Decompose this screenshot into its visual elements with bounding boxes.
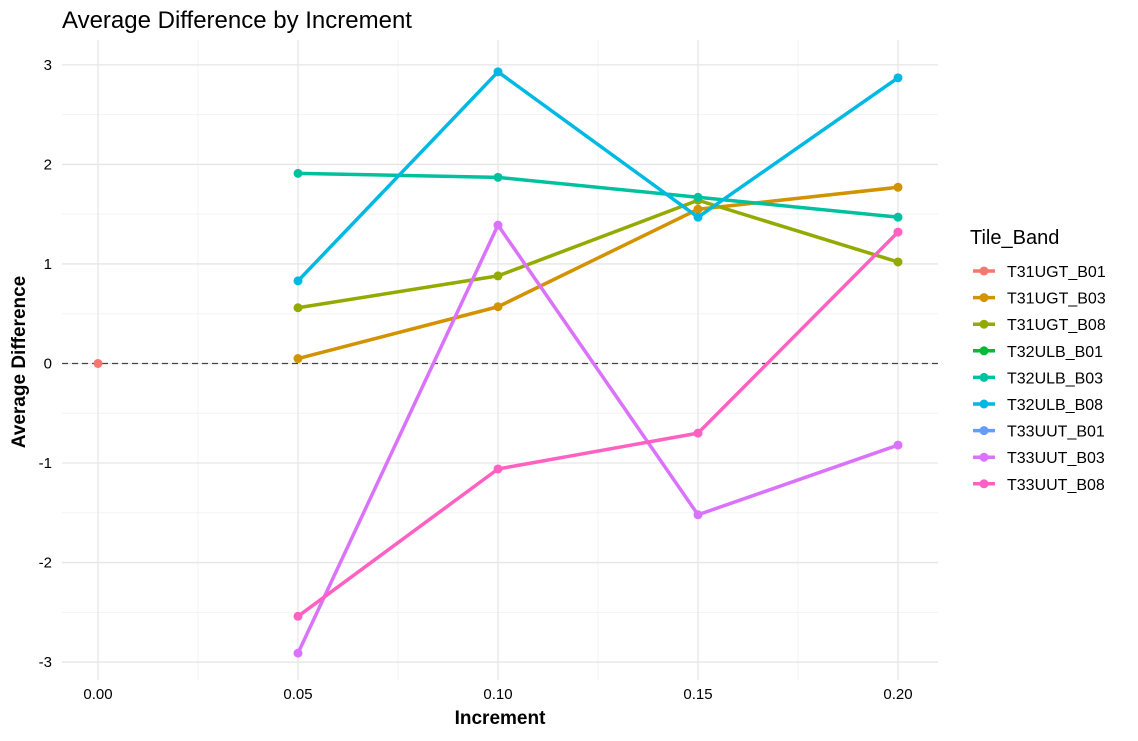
data-point <box>893 182 903 192</box>
legend-key-point <box>979 266 989 276</box>
series-line <box>296 70 900 283</box>
series-t31ugt_b03 <box>293 182 903 364</box>
legend-item-t31ugt_b03: T31UGT_B03 <box>973 291 1106 308</box>
data-point <box>293 303 303 313</box>
x-tick-label: 0.15 <box>683 686 712 703</box>
data-point <box>693 428 703 438</box>
data-point <box>293 354 303 364</box>
legend-item-t32ulb_b01: T32ULB_B01 <box>973 344 1103 361</box>
x-tick-label: 0.20 <box>883 686 912 703</box>
legend: Tile_Band T31UGT_B01 T31UGT_B03 T31UGT_B08… <box>970 227 1106 494</box>
data-point <box>893 440 903 450</box>
legend-label: T31UGT_B03 <box>1007 291 1106 308</box>
x-axis-title: Increment <box>455 708 546 729</box>
data-point <box>493 271 503 281</box>
data-point <box>493 302 503 312</box>
legend-label: T32ULB_B08 <box>1007 397 1103 414</box>
data-point <box>693 204 703 214</box>
data-point <box>93 358 103 368</box>
data-point <box>693 192 703 202</box>
data-point <box>893 227 903 237</box>
series-line <box>296 223 899 654</box>
data-point <box>293 168 303 178</box>
series-t31ugt_b01 <box>93 358 103 368</box>
data-point <box>293 648 303 658</box>
data-point <box>293 611 303 621</box>
legend-label: T31UGT_B01 <box>1007 264 1106 281</box>
data-point <box>893 212 903 222</box>
y-tick-label: 3 <box>44 57 52 74</box>
series-line <box>297 185 899 361</box>
data-point <box>693 510 703 520</box>
x-tick-label: 0.00 <box>83 686 112 703</box>
legend-label: T31UGT_B08 <box>1007 317 1106 334</box>
legend-label: T33UUT_B03 <box>1007 450 1105 467</box>
axis-ticks: 0.00 0.05 0.10 0.15 0.20 -3 -2 -1 0 1 2 3 <box>39 57 913 703</box>
data-point <box>893 73 903 83</box>
data-point <box>493 67 503 77</box>
series-line <box>296 230 900 618</box>
legend-item-t32ulb_b03: T32ULB_B03 <box>973 370 1103 387</box>
legend-key-point <box>979 452 989 462</box>
x-tick-label: 0.05 <box>283 686 312 703</box>
data-point <box>493 220 503 230</box>
series-t32ulb_b08 <box>293 67 903 286</box>
chart-title: Average Difference by Increment <box>62 7 412 34</box>
legend-label: T32ULB_B01 <box>1007 344 1103 361</box>
legend-key-point <box>979 319 989 329</box>
y-tick-label: 1 <box>44 256 52 273</box>
legend-item-t31ugt_b08: T31UGT_B08 <box>973 317 1106 334</box>
series-t33uut_b03 <box>293 220 903 658</box>
legend-title: Tile_Band <box>970 227 1059 249</box>
legend-item-t31ugt_b01: T31UGT_B01 <box>973 264 1106 281</box>
y-axis-title: Average Difference <box>9 276 30 448</box>
x-tick-label: 0.10 <box>483 686 512 703</box>
series-t33uut_b08 <box>293 227 903 621</box>
legend-item-t33uut_b08: T33UUT_B08 <box>973 477 1105 494</box>
y-tick-label: -1 <box>39 455 52 472</box>
y-tick-label: -2 <box>39 555 52 572</box>
data-point <box>893 257 903 267</box>
y-tick-label: 0 <box>44 355 52 372</box>
legend-key-point <box>979 479 989 489</box>
series-line <box>297 198 899 310</box>
grid <box>62 40 938 680</box>
legend-key-point <box>979 399 989 409</box>
data-point <box>693 212 703 222</box>
y-tick-label: -3 <box>39 654 52 671</box>
data-point <box>293 276 303 286</box>
data-point <box>493 172 503 182</box>
series-group <box>93 67 903 658</box>
legend-label: T33UUT_B01 <box>1007 424 1105 441</box>
legend-label: T33UUT_B08 <box>1007 477 1105 494</box>
legend-key-point <box>979 372 989 382</box>
legend-item-t32ulb_b08: T32ULB_B08 <box>973 397 1103 414</box>
legend-item-t33uut_b03: T33UUT_B03 <box>973 450 1105 467</box>
legend-key-point <box>979 426 989 436</box>
legend-item-t33uut_b01: T33UUT_B01 <box>973 424 1105 441</box>
legend-label: T32ULB_B03 <box>1007 370 1103 387</box>
legend-key-point <box>979 346 989 356</box>
legend-key-point <box>979 293 989 303</box>
y-tick-label: 2 <box>44 156 52 173</box>
data-point <box>493 464 503 474</box>
